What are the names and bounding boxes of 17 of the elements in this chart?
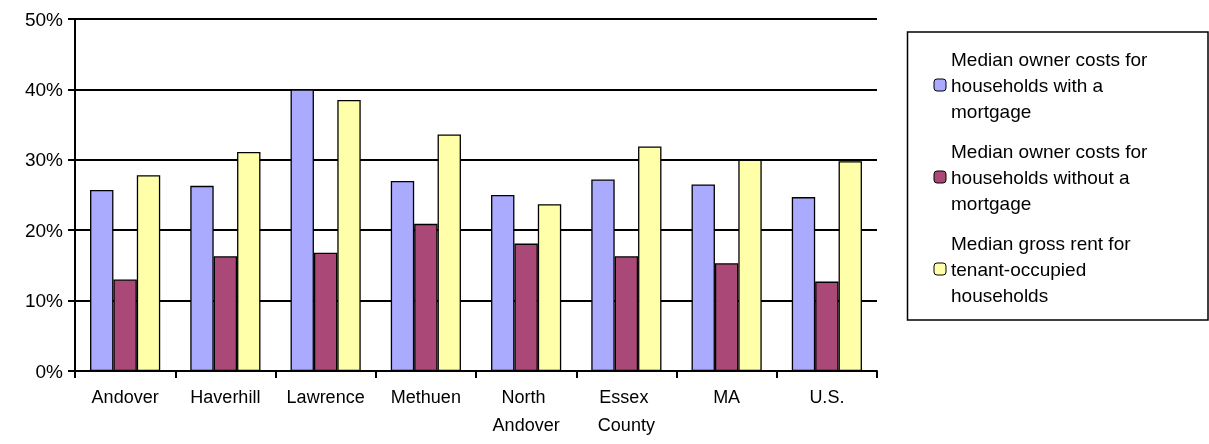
y-tick-label: 10% [24,290,64,312]
x-tick-label: Lawrence [286,387,365,407]
x-tick-label: U.S. [809,387,845,407]
x-tick-label: Haverhill [190,387,261,407]
y-tick-label: 40% [24,78,64,100]
legend-label: Median owner costs for households without a mortgage [951,140,1153,214]
y-tick-label: 30% [24,149,64,171]
x-tick-label: Andover [91,387,159,407]
x-tick-label: North Andover [492,387,560,435]
x-tick-label: MA [713,387,741,407]
legend-label: Median owner costs for households with a mortgage [951,48,1153,122]
y-tick-label: 50% [24,8,64,30]
y-tick-label: 20% [24,219,64,241]
x-tick-label: Methuen [390,387,461,407]
x-tick-label: Essex County [597,387,655,435]
y-tick-label: 0% [35,360,64,382]
legend-label: Median gross rent for tenant-occupied households [951,232,1136,306]
